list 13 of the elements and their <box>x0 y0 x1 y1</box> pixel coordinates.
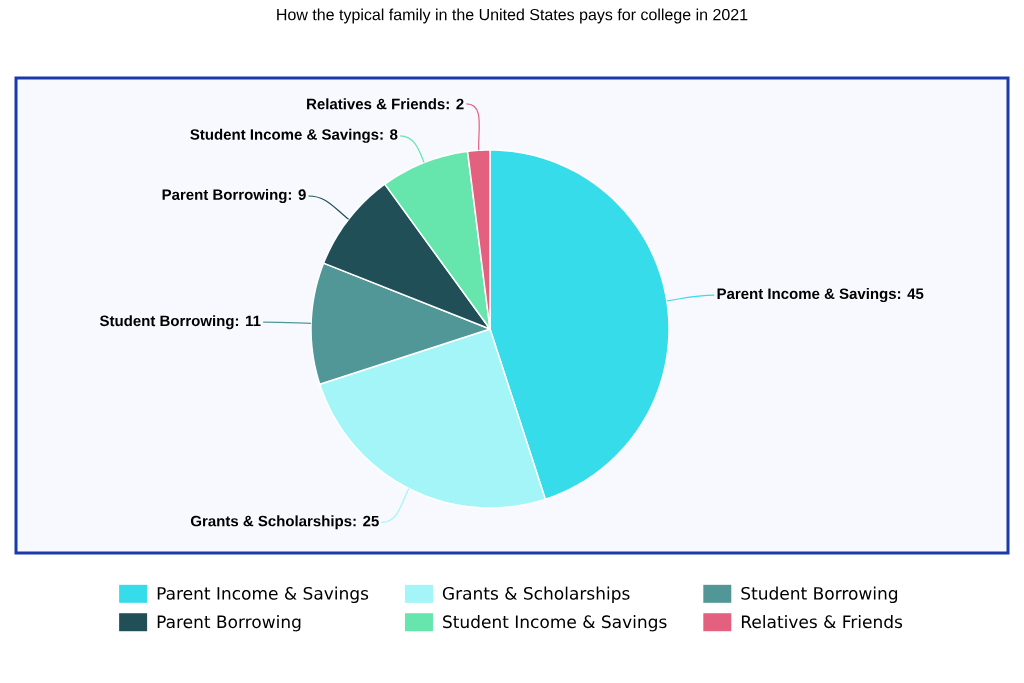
legend-label: Parent Borrowing <box>157 615 301 632</box>
data-label: Parent Borrowing: 9 <box>162 188 306 203</box>
legend-label: Student Borrowing <box>741 586 898 604</box>
data-label: Relatives & Friends: 2 <box>307 98 464 110</box>
legend-label: Student Income & Savings <box>443 615 667 632</box>
legend-label: Grants & Scholarships <box>442 586 630 604</box>
data-label: Student Borrowing: 11 <box>99 315 261 330</box>
chart-title: How the typical family in the United States pays for college in 2021 <box>277 8 748 24</box>
data-label: Grants & Scholarships: 25 <box>190 515 379 530</box>
data-label: Parent Income & Savings: 45 <box>717 288 924 303</box>
legend-label: Relatives & Friends <box>741 615 903 629</box>
data-label: Student Income & Savings: 8 <box>190 128 398 143</box>
legend-label: Parent Income & Savings <box>157 586 369 604</box>
